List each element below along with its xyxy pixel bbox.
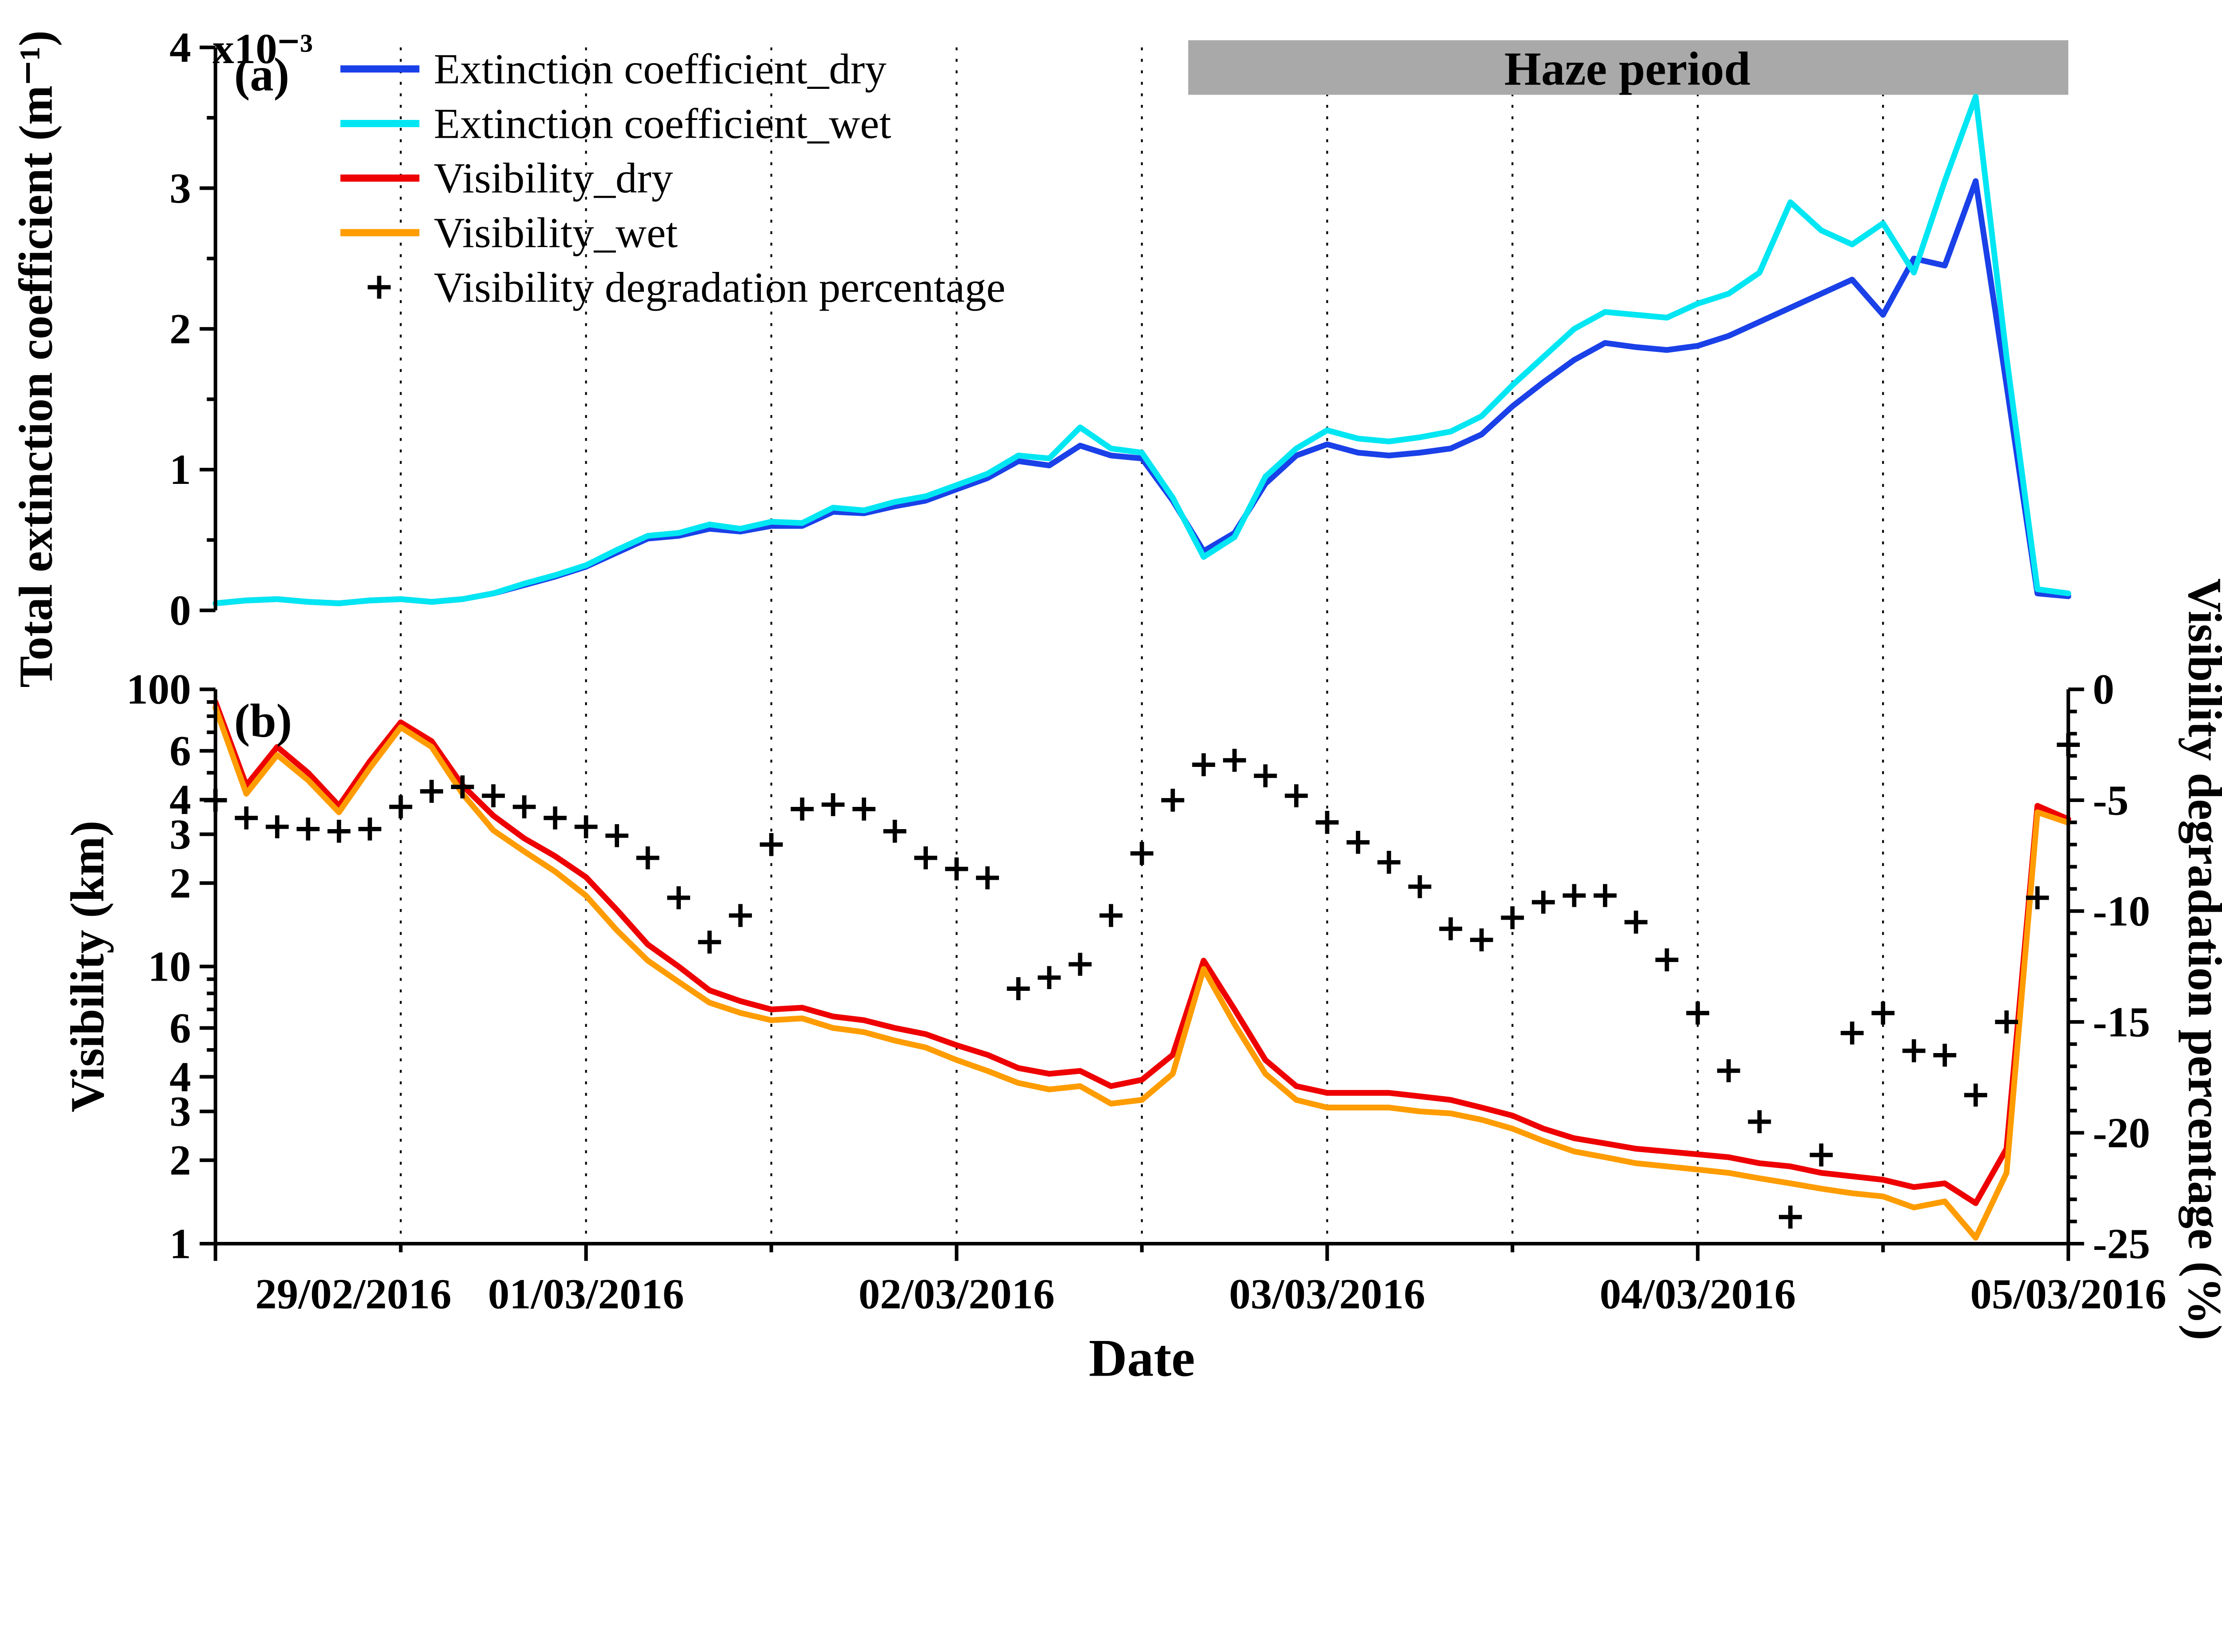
panel-a-letter: (a) (234, 49, 289, 101)
svg-text:02/03/2016: 02/03/2016 (859, 1270, 1055, 1317)
svg-text:100: 100 (126, 666, 191, 713)
panel-b-letter: (b) (234, 695, 292, 747)
svg-text:05/03/2016: 05/03/2016 (1970, 1270, 2166, 1317)
Visibility_dry (212, 699, 2071, 1206)
svg-text:-20: -20 (2093, 1109, 2150, 1157)
y-axis-title-extinction: Total extinction coefficient (m⁻¹) (10, 30, 62, 687)
svg-text:4: 4 (169, 776, 191, 823)
svg-text:1: 1 (169, 446, 191, 493)
svg-text:0: 0 (169, 587, 191, 634)
svg-text:1: 1 (169, 1220, 191, 1267)
chart-svg: Haze period 01234100643210643210-5-10-15… (10, 24, 2222, 1388)
svg-text:3: 3 (169, 1088, 191, 1135)
svg-text:2: 2 (169, 1137, 191, 1184)
legend-label-3: Visibility_dry (434, 154, 673, 202)
svg-text:6: 6 (169, 1004, 191, 1052)
legend-label-1: Extinction coefficient_dry (434, 45, 887, 92)
Visibility_wet (212, 704, 2071, 1241)
legend-label-4: Visibility_wet (434, 209, 678, 256)
svg-text:-25: -25 (2093, 1220, 2150, 1267)
legend: Extinction coefficient_dry Extinction coe… (340, 45, 1006, 311)
svg-text:-5: -5 (2093, 776, 2129, 824)
svg-text:-10: -10 (2093, 887, 2150, 935)
svg-text:4: 4 (169, 24, 191, 71)
svg-text:03/03/2016: 03/03/2016 (1229, 1270, 1426, 1317)
svg-text:6: 6 (169, 727, 191, 774)
gridlines (400, 47, 1884, 1244)
Extinction coefficient_wet (212, 94, 2071, 607)
svg-text:2: 2 (169, 859, 191, 907)
legend-label-2: Extinction coefficient_wet (434, 100, 891, 147)
degradation-markers (204, 733, 2080, 1229)
svg-text:2: 2 (169, 305, 191, 352)
x-axis-title: Date (1089, 1328, 1195, 1387)
svg-text:-15: -15 (2093, 998, 2150, 1045)
haze-period-label: Haze period (1504, 43, 1750, 96)
svg-text:0: 0 (2093, 666, 2114, 713)
svg-text:3: 3 (169, 164, 191, 212)
svg-text:3: 3 (169, 810, 191, 858)
axes: 01234100643210643210-5-10-15-20-2529/02/… (126, 24, 2166, 1317)
svg-text:10: 10 (148, 943, 191, 990)
figure: Haze period 0 1 2 3 4 100 6 4 3 2 10 6 4 3 2 1 0 -5 -10 -15… (10, 24, 2222, 1388)
svg-text:29/02/2016: 29/02/2016 (255, 1270, 452, 1317)
panel-a-series (212, 94, 2071, 607)
legend-marker-5 (368, 275, 391, 299)
svg-text:01/03/2016: 01/03/2016 (488, 1270, 684, 1317)
y-axis-title-visibility: Visibility (km) (62, 821, 114, 1113)
legend-label-5: Visibility degradation percentage (434, 263, 1005, 311)
haze-period-band (1188, 40, 2069, 95)
axis-multiplier: x10⁻³ (212, 25, 313, 72)
svg-text:4: 4 (169, 1053, 191, 1101)
svg-text:04/03/2016: 04/03/2016 (1599, 1270, 1796, 1317)
y-axis-title-degradation: Visibility degradation percentage (%) (2178, 579, 2222, 1341)
panel-b-series (212, 699, 2071, 1241)
